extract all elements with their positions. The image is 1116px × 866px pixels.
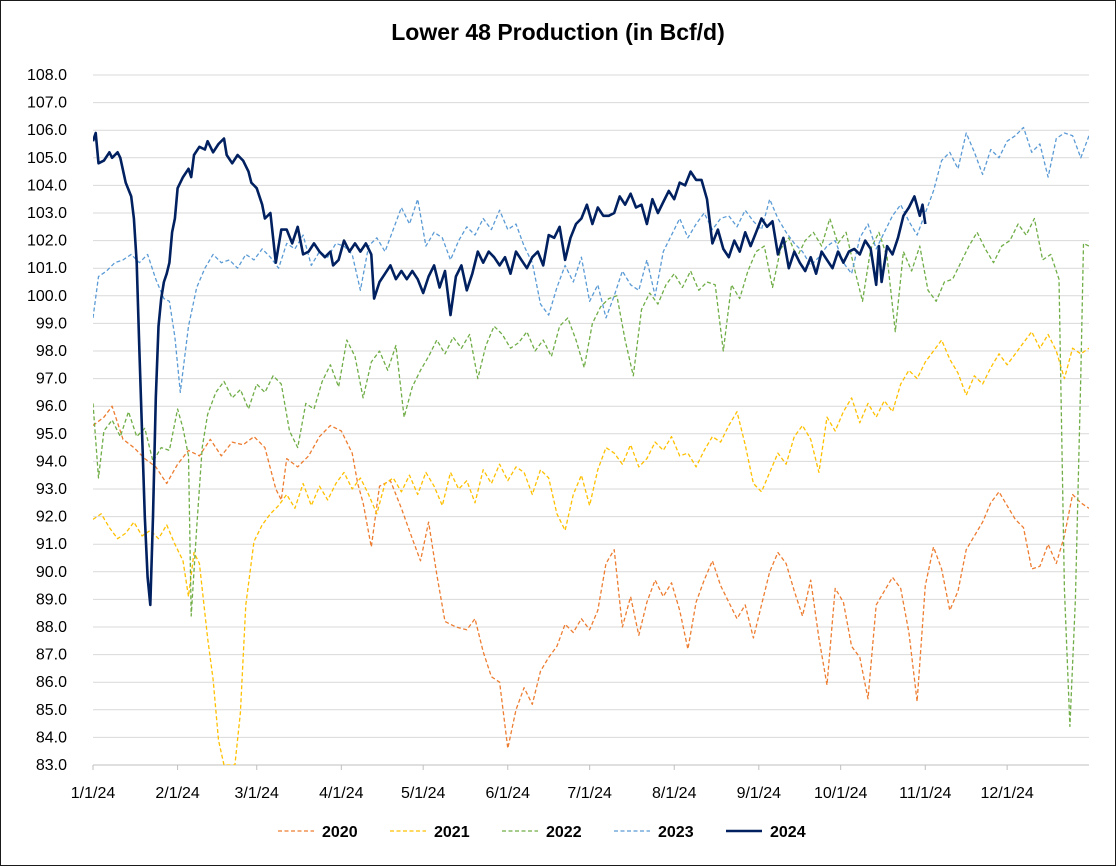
y-tick-label: 91.0 [36,536,67,553]
x-tick-label: 8/1/24 [652,785,697,802]
series-line-2020 [93,405,1089,750]
axis-layer: 83.0 84.0 85.0 86.0 87.0 88.0 89.0 90.0 91.0 92.0… [27,67,1089,802]
legend-item-2021: 2021 [390,824,470,841]
legend-label: 2024 [770,824,806,841]
legend-label: 2022 [546,824,582,841]
y-tick-label: 95.0 [36,426,67,443]
y-tick-label: 88.0 [36,619,67,636]
series-layer [93,126,1089,765]
legend: 2020 2021 2022 2023 2024 [278,824,806,841]
x-tick-label: 12/1/24 [980,785,1033,802]
y-tick-label: 105.0 [27,150,67,167]
legend-label: 2021 [434,824,470,841]
y-tick-label: 99.0 [36,315,67,332]
series-line-2021 [93,331,1089,765]
y-tick-label: 108.0 [27,67,67,84]
y-tick-label: 100.0 [27,288,67,305]
y-tick-label: 101.0 [27,260,67,277]
x-tick-label: 4/1/24 [319,785,364,802]
grid-layer [93,74,1089,738]
y-tick-label: 92.0 [36,509,67,526]
series-line-2023 [93,126,1089,394]
y-tick-label: 86.0 [36,674,67,691]
y-tick-label: 83.0 [36,757,67,774]
y-tick-label: 94.0 [36,453,67,470]
x-tick-label: 6/1/24 [486,785,531,802]
legend-item-2020: 2020 [278,824,358,841]
chart-title: Lower 48 Production (in Bcf/d) [391,19,725,45]
legend-label: 2023 [658,824,694,841]
y-tick-label: 106.0 [27,122,67,139]
y-tick-label: 84.0 [36,729,67,746]
y-tick-label: 102.0 [27,233,67,250]
y-tick-label: 107.0 [27,95,67,112]
y-tick-label: 97.0 [36,371,67,388]
legend-label: 2020 [322,824,358,841]
x-tick-label: 7/1/24 [567,785,612,802]
y-tick-label: 104.0 [27,177,67,194]
y-tick-label: 89.0 [36,591,67,608]
legend-item-2024: 2024 [726,824,806,841]
x-tick-label: 2/1/24 [155,785,200,802]
y-tick-label: 96.0 [36,398,67,415]
legend-item-2022: 2022 [502,824,582,841]
series-line-2024 [93,131,927,607]
x-tick-label: 10/1/24 [814,785,867,802]
y-tick-label: 98.0 [36,343,67,360]
y-tick-label: 90.0 [36,564,67,581]
x-tick-label: 5/1/24 [401,785,446,802]
y-tick-label: 85.0 [36,702,67,719]
x-tick-label: 11/1/24 [899,785,951,802]
series-line-2022 [93,217,1089,728]
x-tick-label: 3/1/24 [234,785,279,802]
legend-item-2023: 2023 [614,824,694,841]
y-tick-label: 87.0 [36,647,67,664]
y-tick-label: 103.0 [27,205,67,222]
x-tick-label: 1/1/24 [71,785,116,802]
x-tick-label: 9/1/24 [737,785,782,802]
y-tick-label: 93.0 [36,481,67,498]
